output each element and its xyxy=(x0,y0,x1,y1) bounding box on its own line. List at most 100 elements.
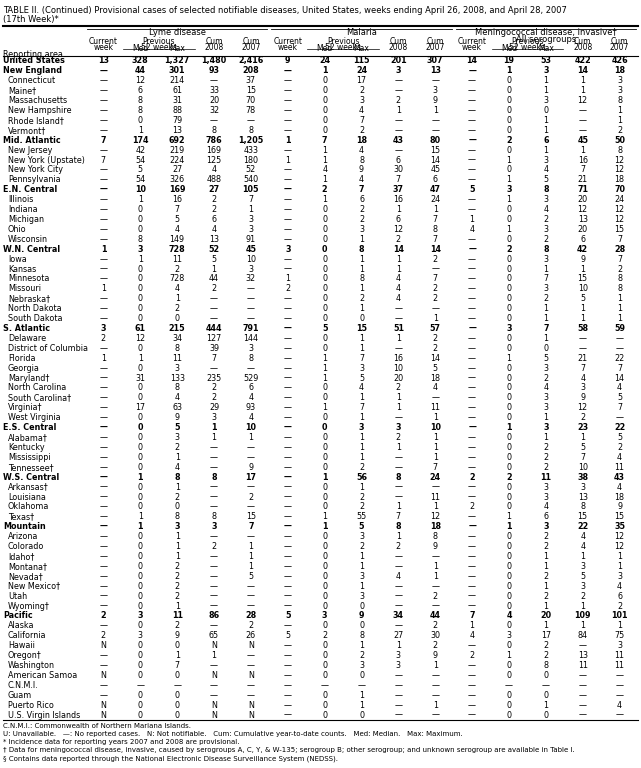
Text: —: — xyxy=(468,146,476,154)
Text: 20: 20 xyxy=(394,373,403,382)
Text: —: — xyxy=(210,304,218,313)
Text: 0: 0 xyxy=(138,463,143,472)
Text: 0: 0 xyxy=(138,532,143,541)
Text: 2: 2 xyxy=(469,472,475,482)
Text: —: — xyxy=(579,680,587,690)
Text: 30: 30 xyxy=(430,631,440,641)
Text: Washington: Washington xyxy=(8,661,55,670)
Text: —: — xyxy=(99,621,108,631)
Text: N: N xyxy=(248,710,254,720)
Text: 2: 2 xyxy=(359,126,364,135)
Text: Current: Current xyxy=(273,37,303,46)
Text: —: — xyxy=(247,294,255,303)
Text: 1: 1 xyxy=(101,245,106,253)
Text: E.S. Central: E.S. Central xyxy=(3,423,56,432)
Text: 12: 12 xyxy=(578,96,588,105)
Text: 14: 14 xyxy=(393,245,404,253)
Text: 11: 11 xyxy=(430,403,440,412)
Text: 16: 16 xyxy=(394,195,403,204)
Text: 37: 37 xyxy=(246,76,256,85)
Text: 1: 1 xyxy=(249,542,253,551)
Text: 5: 5 xyxy=(580,294,585,303)
Text: 2: 2 xyxy=(285,284,290,293)
Text: 3: 3 xyxy=(543,522,549,531)
Text: 3: 3 xyxy=(395,423,401,432)
Text: 4: 4 xyxy=(544,383,548,392)
Text: 15: 15 xyxy=(356,324,367,333)
Text: 13: 13 xyxy=(209,235,219,244)
Text: 2: 2 xyxy=(506,245,512,253)
Text: 1: 1 xyxy=(212,651,217,660)
Text: —: — xyxy=(284,562,292,571)
Text: 1: 1 xyxy=(359,433,364,442)
Text: 26: 26 xyxy=(246,631,256,641)
Text: 0: 0 xyxy=(322,284,327,293)
Text: 0: 0 xyxy=(322,661,327,670)
Text: —: — xyxy=(394,482,403,492)
Text: —: — xyxy=(615,710,624,720)
Text: 32: 32 xyxy=(209,106,219,115)
Text: U: Unavailable.   —: No reported cases.   N: Not notifiable.   Cum: Cumulative y: U: Unavailable. —: No reported cases. N:… xyxy=(3,731,463,737)
Text: 1: 1 xyxy=(580,621,585,631)
Text: 0: 0 xyxy=(506,344,512,353)
Text: Cum: Cum xyxy=(242,37,260,46)
Text: 433: 433 xyxy=(244,146,258,154)
Text: 4: 4 xyxy=(396,274,401,283)
Text: 174: 174 xyxy=(132,136,149,144)
Text: 1: 1 xyxy=(617,314,622,323)
Text: 1: 1 xyxy=(359,284,364,293)
Text: 3: 3 xyxy=(617,86,622,95)
Text: Alabama†: Alabama† xyxy=(8,433,48,442)
Text: —: — xyxy=(284,581,292,591)
Text: 2007: 2007 xyxy=(241,43,261,52)
Text: 2: 2 xyxy=(395,433,401,442)
Text: 61: 61 xyxy=(135,324,146,333)
Text: Illinois: Illinois xyxy=(8,195,33,204)
Text: —: — xyxy=(468,364,476,372)
Text: —: — xyxy=(284,126,292,135)
Text: 0: 0 xyxy=(138,581,143,591)
Text: 1: 1 xyxy=(433,413,438,422)
Text: 84: 84 xyxy=(578,631,588,641)
Text: 1: 1 xyxy=(433,502,438,511)
Text: 0: 0 xyxy=(138,304,143,313)
Text: —: — xyxy=(284,364,292,372)
Text: —: — xyxy=(579,344,587,353)
Text: —: — xyxy=(137,680,144,690)
Text: 1: 1 xyxy=(544,126,548,135)
Text: 1: 1 xyxy=(322,354,327,362)
Text: 1: 1 xyxy=(544,581,548,591)
Text: 8: 8 xyxy=(617,96,622,105)
Text: 1: 1 xyxy=(359,690,364,700)
Text: U.S. Virgin Islands: U.S. Virgin Islands xyxy=(8,710,80,720)
Text: 24: 24 xyxy=(429,472,441,482)
Text: —: — xyxy=(284,354,292,362)
Text: 50: 50 xyxy=(614,136,625,144)
Text: 0: 0 xyxy=(322,572,327,581)
Text: 12: 12 xyxy=(578,403,588,412)
Text: 7: 7 xyxy=(174,661,179,670)
Text: 0: 0 xyxy=(322,86,327,95)
Text: Virginia†: Virginia† xyxy=(8,403,42,412)
Text: —: — xyxy=(468,403,476,412)
Text: 33: 33 xyxy=(209,86,219,95)
Text: 0: 0 xyxy=(322,264,327,273)
Text: 0: 0 xyxy=(138,423,143,432)
Text: 5: 5 xyxy=(544,354,549,362)
Text: 1: 1 xyxy=(396,255,401,263)
Text: Connecticut: Connecticut xyxy=(8,76,56,85)
Text: 75: 75 xyxy=(615,631,625,641)
Text: —: — xyxy=(394,601,403,611)
Text: —: — xyxy=(542,680,550,690)
Text: 6: 6 xyxy=(396,156,401,164)
Text: —: — xyxy=(99,413,108,422)
Text: —: — xyxy=(468,136,476,144)
Text: 1: 1 xyxy=(544,314,548,323)
Text: —: — xyxy=(99,552,108,561)
Text: 1: 1 xyxy=(174,453,179,462)
Text: —: — xyxy=(320,680,329,690)
Text: 43: 43 xyxy=(614,472,625,482)
Text: Med: Med xyxy=(317,44,333,53)
Text: 1: 1 xyxy=(359,264,364,273)
Text: Wyoming†: Wyoming† xyxy=(8,601,50,611)
